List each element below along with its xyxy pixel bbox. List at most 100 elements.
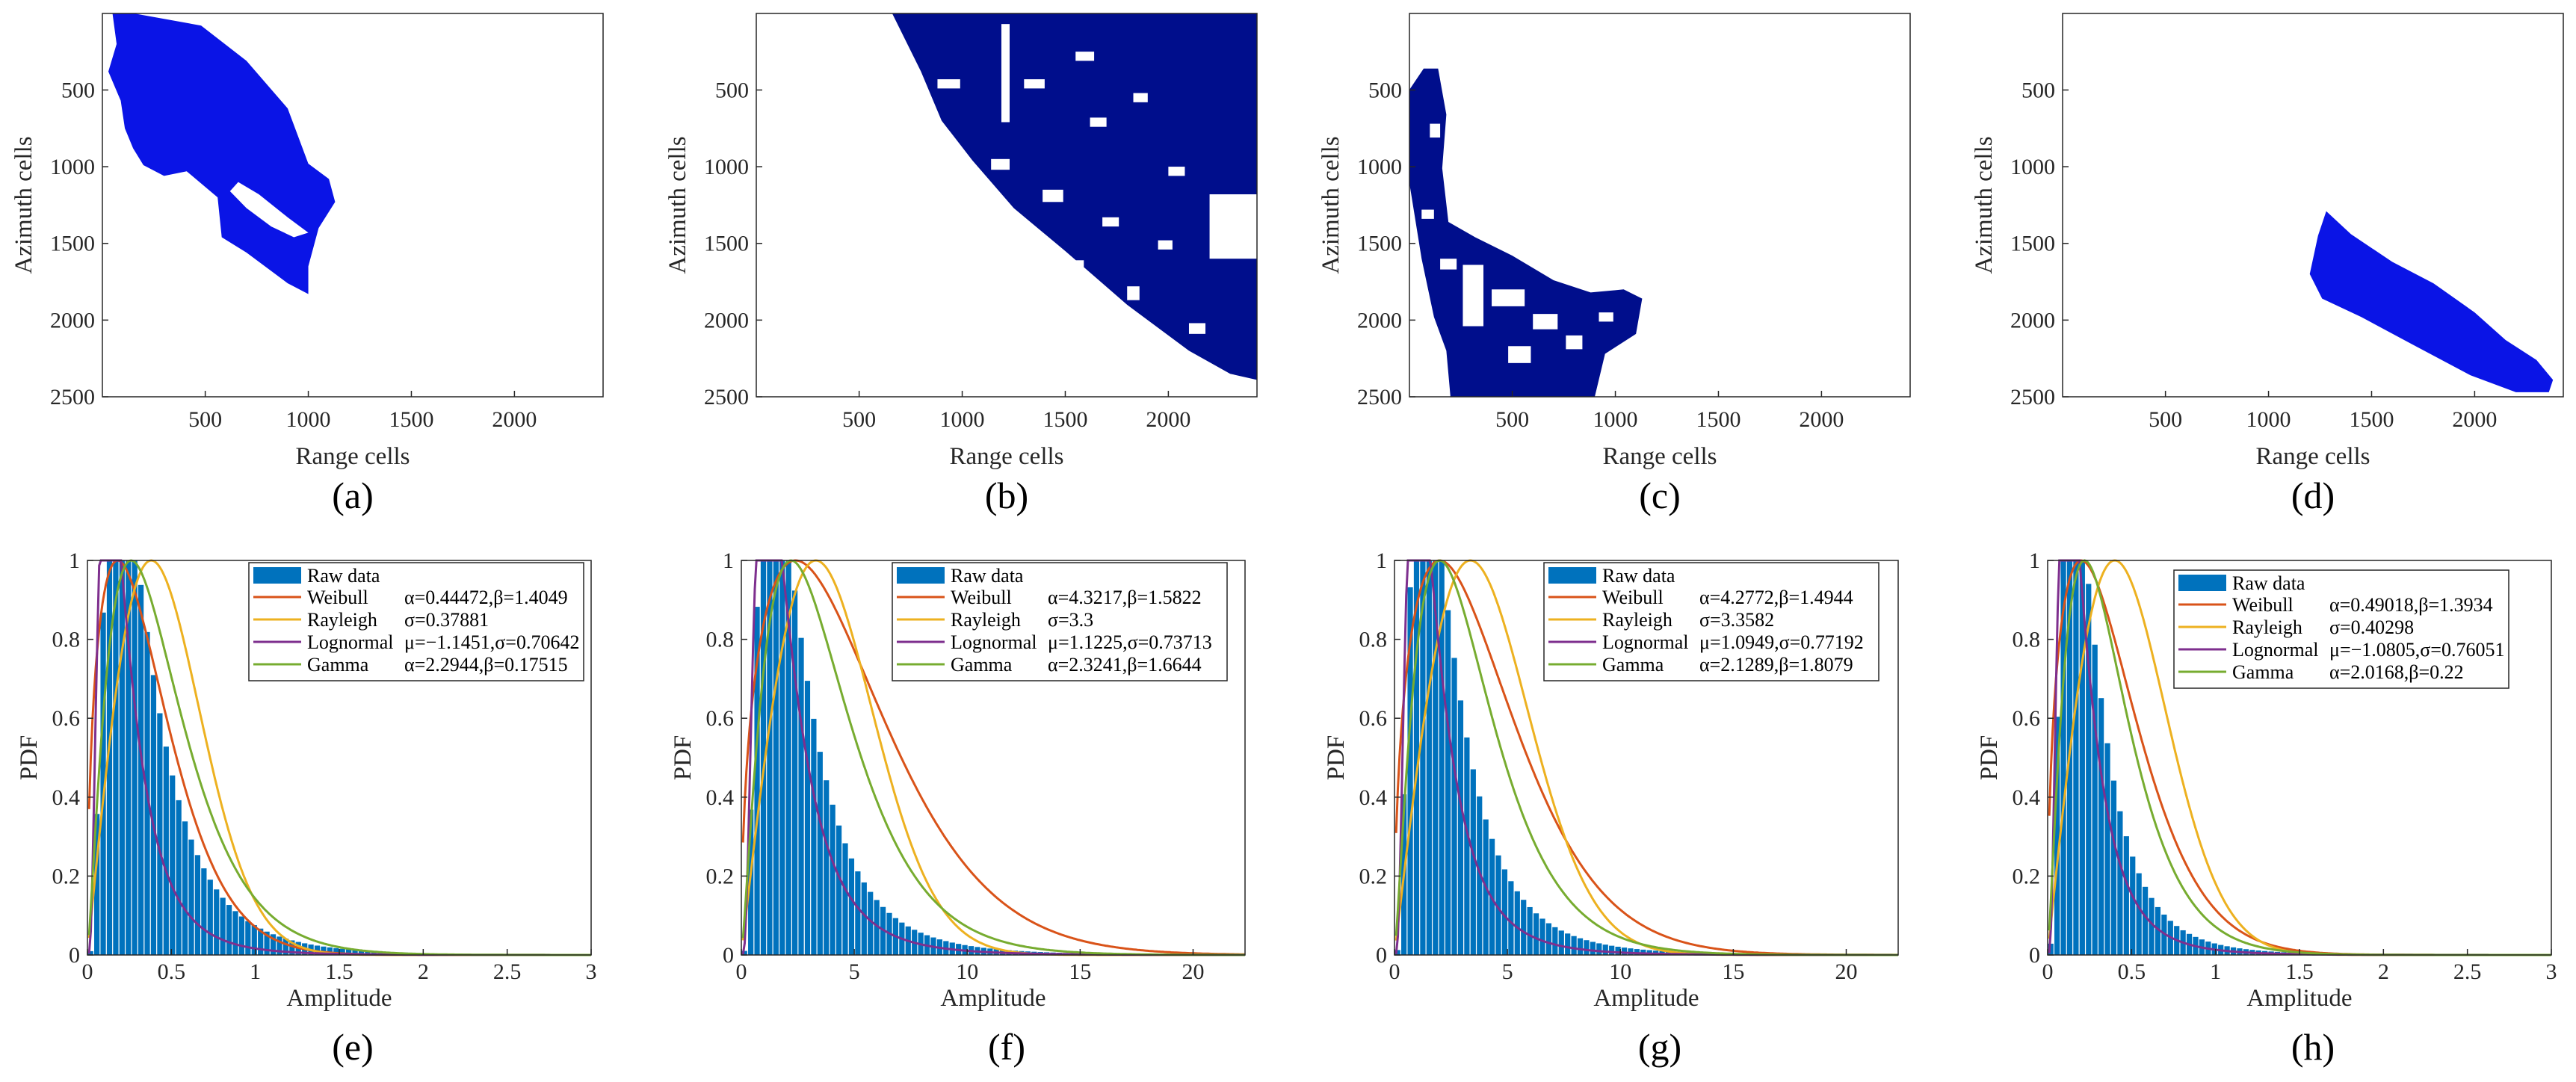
y-axis-label: Azimuth cells: [664, 136, 691, 273]
histogram-bar: [194, 855, 201, 955]
histogram-bar: [824, 780, 830, 955]
histogram-bar: [289, 940, 295, 955]
x-tick-label: 0: [82, 959, 93, 984]
legend-label: Raw data: [307, 565, 380, 587]
mask-region: [2309, 211, 2554, 392]
mask-hole: [1043, 189, 1063, 203]
mask-hole: [1430, 123, 1441, 138]
chart-panel-g: 0 5 10 15 20 0 0.2 0.4 0.6 0.8 1 Amplitude PDF Raw da…: [1323, 548, 1899, 1068]
histogram-bar: [1615, 946, 1621, 955]
x-tick-label: 1.5: [2285, 959, 2314, 984]
histogram-bar: [150, 675, 157, 955]
histogram-bar: [226, 905, 232, 955]
y-tick-label: 2000: [1357, 308, 1402, 333]
histogram-bar: [1527, 906, 1533, 955]
chart-panel-a: 500 1000 1500 2000 500 1000 1500 2000 2500 Range …: [10, 13, 604, 516]
histogram-bar: [321, 946, 327, 955]
mask-hole: [1421, 209, 1434, 219]
histogram-bar: [170, 775, 176, 955]
histogram-bar: [201, 868, 207, 955]
histogram-bar: [1584, 940, 1590, 955]
histogram-bar: [779, 560, 785, 955]
legend-params: α=4.2772,β=1.4944: [1699, 587, 1853, 608]
histogram-bar: [1577, 938, 1584, 955]
y-tick-label: 0.2: [52, 864, 81, 888]
chart-panel-h: 0 0.5 1 1.5 2 2.5 3 0 0.2 0.4 0.6 0.8 1 Amplitude PDF R…: [1976, 548, 2557, 1068]
legend-params: α=2.2944,β=0.17515: [404, 654, 568, 676]
x-tick-label: 1: [250, 959, 261, 984]
mask-hole: [1127, 286, 1140, 300]
histogram-bar: [1426, 560, 1432, 955]
histogram-bar: [798, 637, 804, 955]
mask-hole: [1533, 314, 1558, 330]
mask-hole: [1492, 289, 1525, 306]
histogram-bar: [100, 612, 106, 955]
legend-params: μ=−1.1451,σ=0.70642: [404, 631, 579, 653]
panel-label: (c): [1639, 474, 1681, 516]
histogram-bar: [754, 607, 760, 955]
x-tick-label: 10: [956, 959, 978, 984]
axes-frame: [756, 13, 1258, 398]
panel-label: (h): [2291, 1026, 2335, 1068]
mask-hole: [1090, 117, 1107, 127]
legend-box: [248, 562, 584, 681]
histogram-bar: [1628, 948, 1634, 955]
mask-hole: [991, 158, 1010, 170]
y-tick-label: 0.6: [52, 706, 81, 731]
chart-panel-e: 0 0.5 1 1.5 2 2.5 3 0 0.2 0.4 0.6 0.8 1 Amplitude PDF R…: [16, 548, 597, 1068]
histogram-bar: [804, 681, 811, 955]
x-axis-label: Amplitude: [286, 985, 392, 1012]
x-tick-label: 1500: [389, 407, 433, 432]
x-tick-label: 1000: [286, 407, 331, 432]
histogram-bar: [811, 718, 817, 955]
histogram-bar: [1501, 869, 1508, 955]
histogram-bar: [339, 948, 345, 955]
y-tick-label: 0: [1376, 943, 1387, 968]
x-axis-label: Amplitude: [940, 985, 1045, 1012]
legend-label: Gamma: [307, 654, 369, 676]
histogram-bar: [1457, 700, 1464, 955]
histogram-bar: [258, 928, 264, 955]
legend-label: Rayleigh: [307, 609, 377, 631]
x-tick-label: 15: [1069, 959, 1091, 984]
y-tick-label: 1500: [704, 232, 749, 256]
mask-hole: [1168, 167, 1185, 176]
histogram-bar: [163, 746, 169, 955]
panel-label: (g): [1638, 1026, 1681, 1068]
mask-hole: [1209, 194, 1257, 259]
x-axis-label: Range cells: [295, 443, 410, 470]
x-tick-label: 2000: [1799, 407, 1844, 432]
legend-params: μ=1.1225,σ=0.73713: [1048, 631, 1212, 653]
y-tick-label: 0: [723, 943, 734, 968]
y-tick-label: 2500: [2010, 385, 2055, 409]
legend-box: [892, 562, 1228, 681]
legend-label: Raw data: [1602, 565, 1675, 587]
y-tick-label: 1: [723, 548, 734, 573]
x-axis-label: Range cells: [1602, 443, 1717, 470]
histogram-bar: [835, 825, 842, 955]
histogram-bar: [182, 821, 188, 955]
legend-label: Weibull: [951, 587, 1012, 608]
x-tick-label: 10: [1609, 959, 1631, 984]
x-tick-label: 1000: [1593, 407, 1638, 432]
legend-label: Lognormal: [2232, 639, 2319, 661]
legend-params: μ=1.0949,σ=0.77192: [1699, 631, 1864, 653]
chart-panel-c: 500 1000 1500 2000 500 1000 1500 2000 2500 Range …: [1318, 13, 1911, 516]
x-tick-label: 2000: [2452, 407, 2497, 432]
x-tick-label: 1500: [1696, 407, 1741, 432]
histogram-bar: [113, 560, 119, 955]
legend-params: σ=0.40298: [2329, 616, 2414, 638]
histogram-bar: [2117, 811, 2123, 955]
legend-box: [1543, 562, 1880, 681]
legend-label: Lognormal: [307, 631, 394, 653]
histogram-bar: [1621, 947, 1628, 955]
mask-hole: [1599, 312, 1613, 322]
x-axis-label: Range cells: [2255, 443, 2370, 470]
mask-hole: [937, 79, 960, 89]
x-tick-label: 1.5: [325, 959, 353, 984]
y-tick-label: 2000: [2010, 308, 2055, 333]
